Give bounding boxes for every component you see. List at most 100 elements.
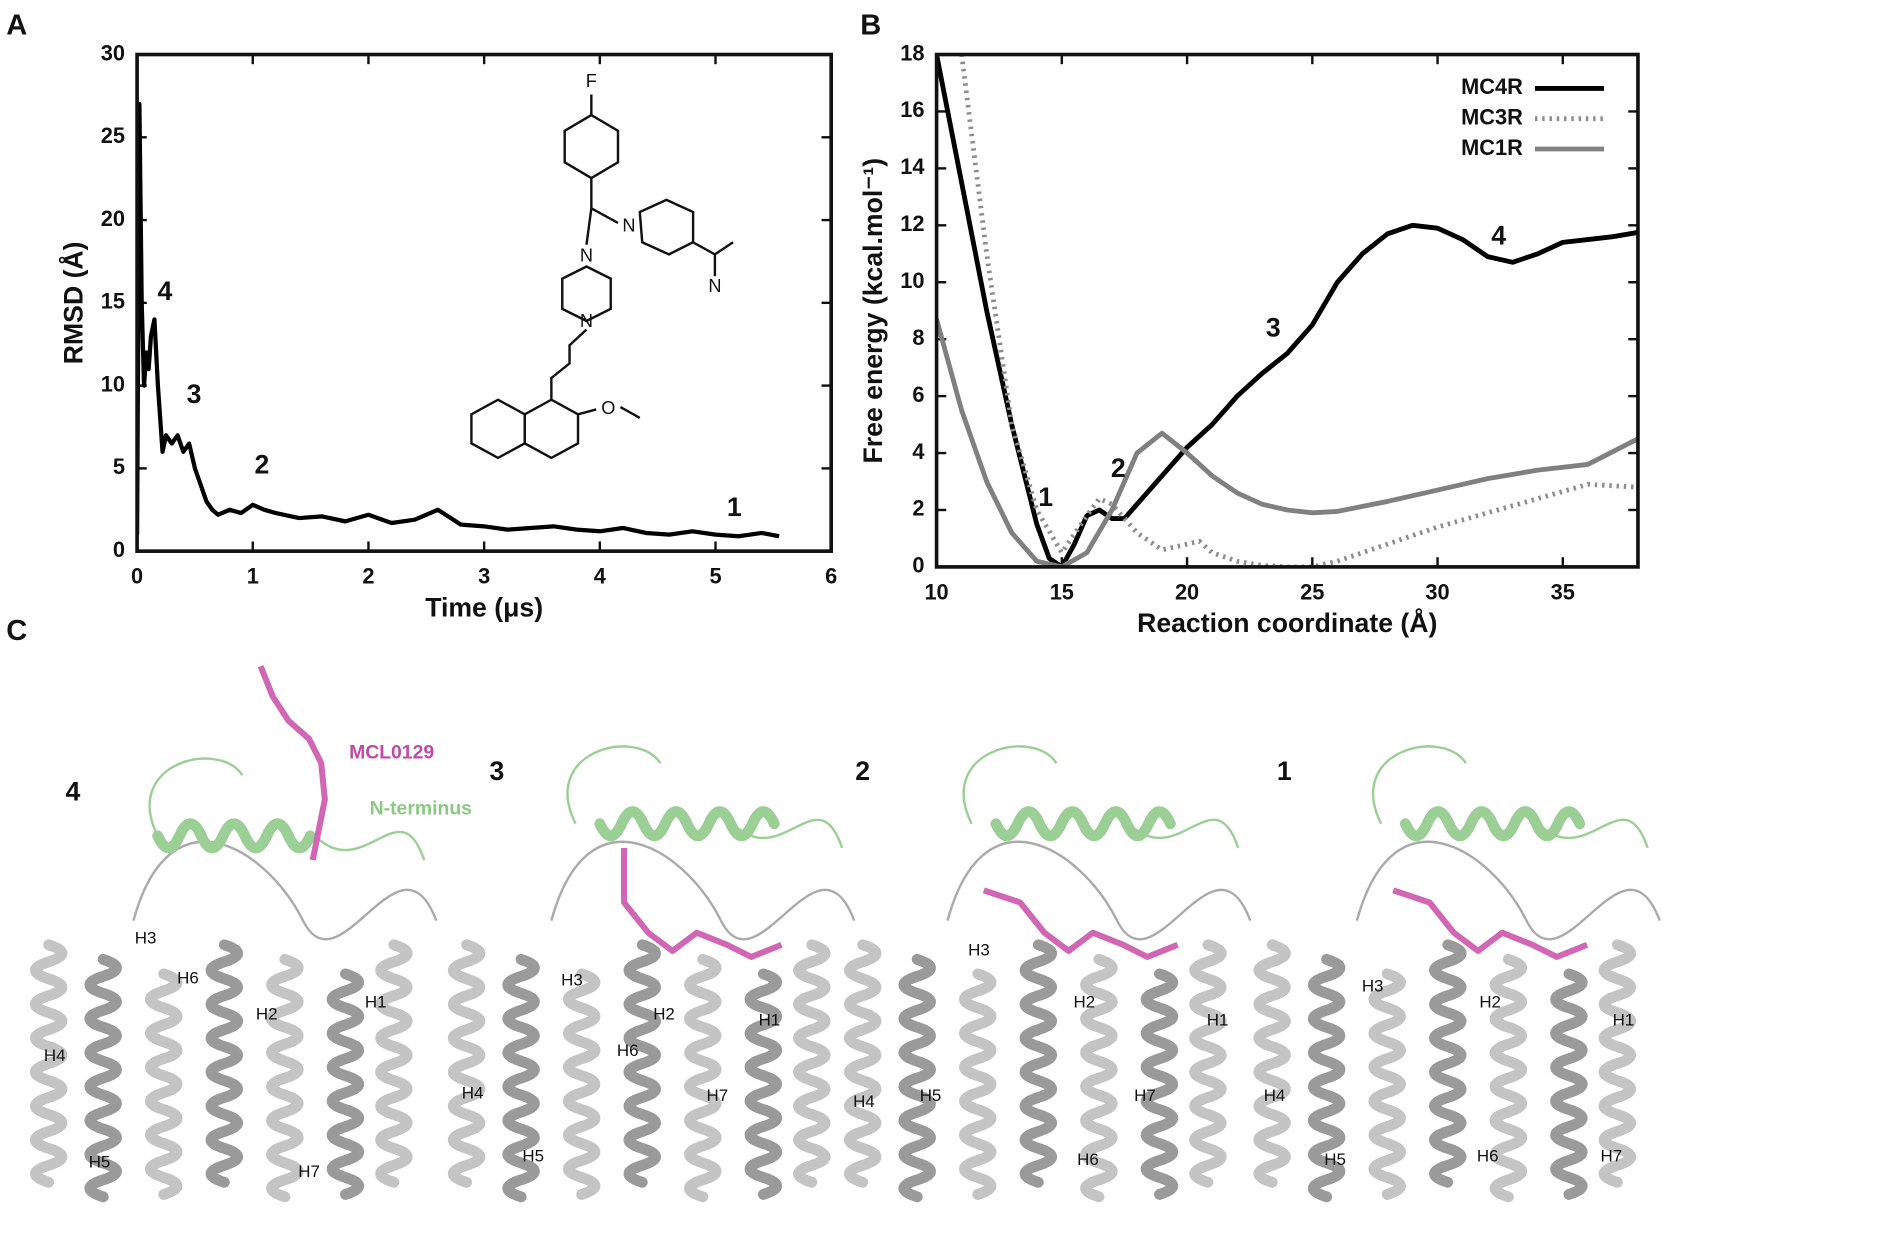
helix (1368, 968, 1406, 1200)
helix-label: H1 (365, 992, 387, 1011)
y-axis-label: Free energy (kcal.mol⁻¹) (858, 158, 888, 464)
x-tick-label: 30 (1425, 579, 1449, 604)
data-line (936, 318, 1638, 567)
helix-label: H3 (968, 940, 990, 959)
x-tick-label: 25 (1300, 579, 1324, 604)
legend-label: MC3R (1461, 104, 1523, 129)
atom-label: O (601, 398, 615, 418)
y-tick-label: 12 (900, 211, 924, 236)
helix-label: H6 (177, 968, 199, 987)
terminus-label: N-terminus (370, 797, 472, 819)
helix (29, 939, 68, 1188)
helix-label: H7 (706, 1086, 728, 1105)
helix (1307, 953, 1346, 1203)
helix-label: H4 (462, 1083, 484, 1102)
x-tick-label: 4 (594, 564, 606, 589)
y-tick-label: 30 (101, 40, 125, 65)
panel-label: C (6, 615, 27, 647)
x-axis-label: Reaction coordinate (Å) (1137, 608, 1437, 638)
annotation: 3 (187, 379, 202, 409)
structure-label: 4 (65, 776, 80, 806)
helix (1019, 939, 1058, 1188)
x-tick-label: 5 (709, 564, 721, 589)
x-tick-label: 10 (924, 579, 948, 604)
helix-label: H4 (1264, 1086, 1286, 1105)
annotation: 2 (1111, 453, 1126, 483)
helix-label: H4 (853, 1092, 875, 1111)
helix-label: H3 (1362, 977, 1384, 996)
legend-label: MC4R (1461, 74, 1523, 99)
loop (946, 840, 1252, 941)
helix (898, 953, 936, 1203)
terminus-loop (962, 745, 1240, 849)
x-tick-label: 35 (1551, 579, 1575, 604)
ligand (621, 847, 783, 960)
bond (714, 241, 734, 256)
helix (1550, 968, 1588, 1200)
y-tick-label: 10 (900, 268, 924, 293)
helix (684, 953, 722, 1203)
x-axis-label: Time (μs) (425, 592, 543, 622)
ring (523, 398, 580, 460)
data-line (959, 54, 1638, 567)
y-axis-label: RMSD (Å) (58, 241, 88, 364)
helix-label: H2 (1479, 992, 1501, 1011)
bond (619, 405, 641, 419)
helix (205, 939, 244, 1188)
helix-label: H5 (89, 1152, 111, 1171)
helix-label: H2 (256, 1005, 278, 1024)
terminal-helix (990, 806, 1176, 842)
bond (577, 408, 597, 416)
y-tick-label: 6 (912, 382, 924, 407)
y-tick-label: 14 (900, 154, 924, 179)
data-line (137, 102, 780, 539)
loop (1355, 840, 1661, 941)
atom-label: N (580, 246, 593, 266)
structure-label: 2 (855, 756, 870, 786)
helix (1080, 953, 1118, 1203)
annotation: 3 (1266, 313, 1281, 343)
y-tick-label: 20 (101, 206, 125, 231)
molecule (470, 94, 734, 460)
terminal-helix (1399, 806, 1586, 842)
data-line (936, 54, 1638, 567)
helix-label: H5 (920, 1086, 942, 1105)
y-tick-label: 2 (912, 496, 924, 521)
chain (550, 328, 588, 400)
terminal-helix (594, 806, 780, 842)
helix-label: H5 (1324, 1150, 1346, 1169)
loop (132, 840, 438, 941)
annotation: 4 (158, 276, 173, 306)
x-tick-label: 1 (247, 564, 259, 589)
terminus-loop (566, 745, 844, 849)
helix-label: H7 (1134, 1086, 1156, 1105)
loop (550, 840, 856, 941)
y-tick-label: 5 (113, 454, 125, 479)
helix (562, 968, 601, 1200)
annotation: 1 (1038, 482, 1053, 512)
terminal-helix (152, 818, 316, 854)
atom-label: N (708, 276, 721, 296)
annotation: 1 (727, 492, 742, 522)
helix (266, 953, 304, 1203)
helix (958, 968, 997, 1200)
helix (1489, 953, 1528, 1203)
helix (843, 939, 882, 1188)
helix-label: H1 (1207, 1011, 1229, 1030)
helix (1189, 939, 1227, 1188)
ring (470, 398, 526, 460)
helix-label: H6 (617, 1041, 639, 1060)
x-tick-label: 2 (362, 564, 374, 589)
structure-label: 3 (489, 756, 504, 786)
y-tick-label: 8 (912, 325, 924, 350)
helix (744, 968, 783, 1200)
helix (144, 968, 183, 1200)
y-tick-label: 25 (101, 123, 125, 148)
helix-label: H1 (1613, 1011, 1635, 1030)
helix-label: H3 (561, 971, 583, 990)
helix-label: H6 (1477, 1146, 1499, 1165)
atom-label: F (586, 71, 597, 91)
bond (692, 241, 716, 256)
y-tick-label: 0 (113, 537, 125, 562)
y-tick-label: 15 (101, 289, 125, 314)
